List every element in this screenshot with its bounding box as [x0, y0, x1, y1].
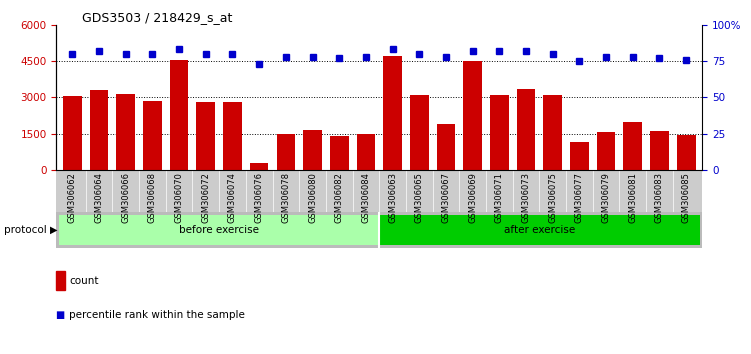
Text: GSM306080: GSM306080	[308, 172, 317, 223]
Text: GSM306075: GSM306075	[548, 172, 557, 223]
Text: GSM306078: GSM306078	[282, 172, 291, 223]
Bar	[170, 60, 189, 170]
Text: GSM306079: GSM306079	[602, 172, 611, 223]
Text: GSM306068: GSM306068	[148, 172, 157, 223]
Text: GSM306062: GSM306062	[68, 172, 77, 223]
Text: GDS3503 / 218429_s_at: GDS3503 / 218429_s_at	[82, 11, 233, 24]
Bar	[570, 142, 589, 170]
Text: count: count	[69, 276, 98, 286]
Text: GSM306064: GSM306064	[95, 172, 104, 223]
Text: ■: ■	[56, 310, 65, 320]
Text: GSM306083: GSM306083	[655, 172, 664, 223]
Bar	[677, 135, 695, 170]
Text: GSM306073: GSM306073	[521, 172, 530, 223]
Bar	[597, 132, 616, 170]
Bar	[330, 136, 348, 170]
Bar	[276, 133, 295, 170]
Bar	[59, 215, 379, 245]
Text: GSM306065: GSM306065	[415, 172, 424, 223]
Text: protocol: protocol	[4, 225, 47, 235]
Bar	[250, 162, 269, 170]
Text: ▶: ▶	[50, 225, 58, 235]
Bar	[490, 95, 508, 170]
Bar	[63, 96, 82, 170]
Bar	[383, 56, 402, 170]
Text: GSM306063: GSM306063	[388, 172, 397, 223]
Text: GSM306072: GSM306072	[201, 172, 210, 223]
Text: GSM306085: GSM306085	[682, 172, 691, 223]
Text: GSM306066: GSM306066	[121, 172, 130, 223]
Bar	[89, 90, 108, 170]
Bar	[623, 121, 642, 170]
Text: percentile rank within the sample: percentile rank within the sample	[69, 310, 245, 320]
Text: GSM306070: GSM306070	[174, 172, 183, 223]
Bar	[410, 95, 429, 170]
Text: GSM306069: GSM306069	[468, 172, 477, 223]
Text: after exercise: after exercise	[504, 225, 575, 235]
Bar	[357, 133, 376, 170]
Bar	[436, 124, 455, 170]
Bar	[517, 89, 535, 170]
Text: GSM306084: GSM306084	[361, 172, 370, 223]
Text: GSM306081: GSM306081	[629, 172, 638, 223]
Bar	[544, 95, 562, 170]
Text: GSM306082: GSM306082	[335, 172, 344, 223]
Bar	[303, 130, 322, 170]
Text: GSM306077: GSM306077	[575, 172, 584, 223]
Bar	[223, 102, 242, 170]
Text: GSM306067: GSM306067	[442, 172, 451, 223]
Bar	[116, 94, 135, 170]
Bar	[650, 131, 669, 170]
Bar	[379, 215, 699, 245]
Text: GSM306071: GSM306071	[495, 172, 504, 223]
Bar	[197, 102, 215, 170]
Text: GSM306074: GSM306074	[228, 172, 237, 223]
Bar	[143, 101, 161, 170]
Bar	[463, 61, 482, 170]
Text: before exercise: before exercise	[179, 225, 259, 235]
Text: GSM306076: GSM306076	[255, 172, 264, 223]
